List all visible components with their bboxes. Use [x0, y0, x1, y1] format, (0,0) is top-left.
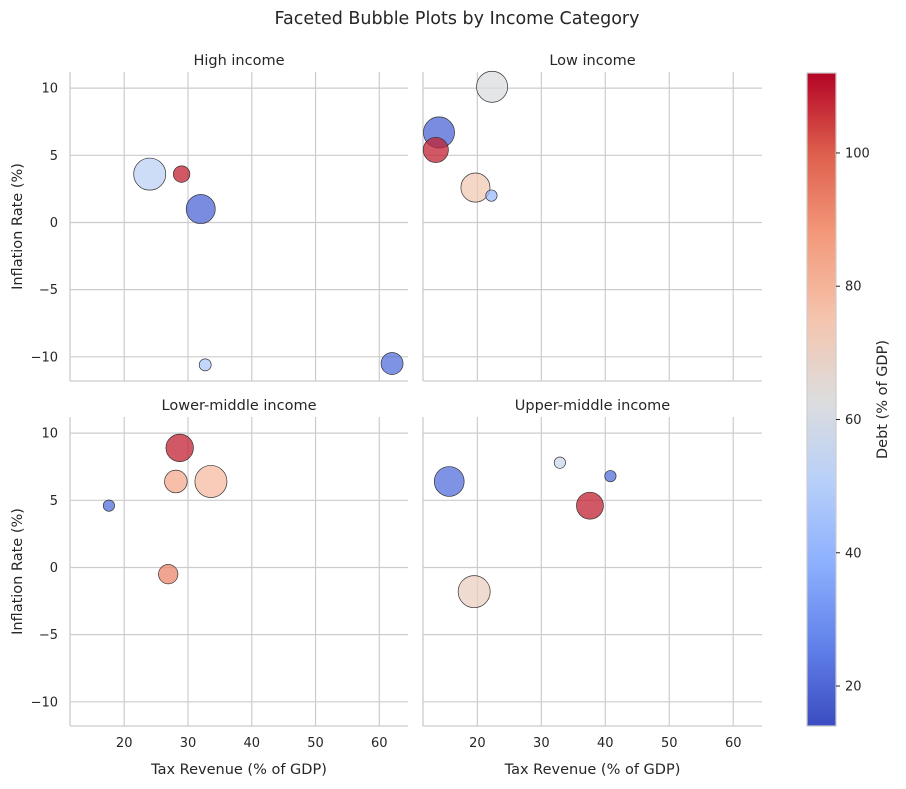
x-tick-label: 30 — [533, 736, 550, 751]
x-tick-label: 30 — [180, 736, 197, 751]
y-axis-label: Inflation Rate (%) — [10, 163, 26, 290]
colorbar-tick-label: 80 — [845, 280, 862, 295]
data-point — [133, 157, 167, 191]
data-point — [198, 358, 212, 372]
y-tick-label: 0 — [50, 561, 58, 576]
data-point — [164, 469, 188, 494]
x-tick-label: 40 — [597, 736, 614, 751]
y-tick-label: −10 — [31, 350, 58, 365]
x-tick-label: 60 — [371, 736, 388, 751]
facet-title: Lower-middle income — [162, 398, 317, 414]
facet-panel: Upper-middle income 20 30 40 50 60 Tax Revenue… — [422, 398, 762, 778]
x-tick-label: 20 — [116, 736, 133, 751]
y-tick-label: 10 — [41, 427, 58, 442]
data-point — [422, 136, 449, 163]
x-axis-label: Tax Revenue (% of GDP) — [150, 762, 327, 778]
data-point — [457, 575, 491, 609]
data-point — [433, 466, 465, 497]
data-point — [460, 172, 491, 203]
data-point — [553, 456, 566, 469]
facet-title: Upper-middle income — [515, 398, 671, 414]
data-point — [485, 189, 498, 202]
data-point — [476, 70, 508, 103]
chart-title: Faceted Bubble Plots by Income Category — [275, 9, 640, 29]
y-tick-label: 5 — [50, 149, 58, 164]
data-point — [102, 499, 115, 512]
colorbar-tick-label: 60 — [845, 413, 862, 428]
y-tick-label: 5 — [50, 494, 58, 509]
data-point — [380, 352, 404, 375]
colorbar-tick-label: 20 — [845, 680, 862, 695]
colorbar-tick-label: 40 — [845, 546, 862, 561]
x-tick-label: 50 — [307, 736, 324, 751]
colorbar: 20 40 60 80 100 Debt (% of GDP) — [806, 72, 891, 727]
y-tick-label: −10 — [31, 695, 58, 710]
data-point — [604, 470, 617, 483]
data-point — [185, 194, 216, 224]
x-tick-label: 60 — [725, 736, 742, 751]
y-tick-label: −5 — [39, 283, 58, 298]
colorbar-label: Debt (% of GDP) — [875, 340, 891, 459]
facet-panel: Low income — [422, 53, 762, 382]
x-tick-label: 20 — [469, 736, 486, 751]
facet-title: High income — [193, 53, 284, 69]
data-point — [173, 165, 191, 183]
facet-title: Low income — [549, 53, 635, 69]
y-axis-label: Inflation Rate (%) — [10, 508, 26, 635]
facet-panel: High income 10 5 0 −5 −10 Inflation Rate (%) — [10, 53, 408, 382]
colorbar-gradient — [806, 72, 837, 727]
x-tick-label: 40 — [243, 736, 260, 751]
data-point — [576, 491, 604, 520]
data-point — [158, 564, 179, 585]
y-tick-label: 10 — [41, 82, 58, 97]
data-point — [165, 433, 194, 462]
colorbar-tick-label: 100 — [845, 146, 870, 161]
y-tick-label: 0 — [50, 216, 58, 231]
x-tick-label: 50 — [661, 736, 678, 751]
y-tick-label: −5 — [39, 628, 58, 643]
data-point — [194, 465, 228, 498]
x-axis-label: Tax Revenue (% of GDP) — [504, 762, 681, 778]
